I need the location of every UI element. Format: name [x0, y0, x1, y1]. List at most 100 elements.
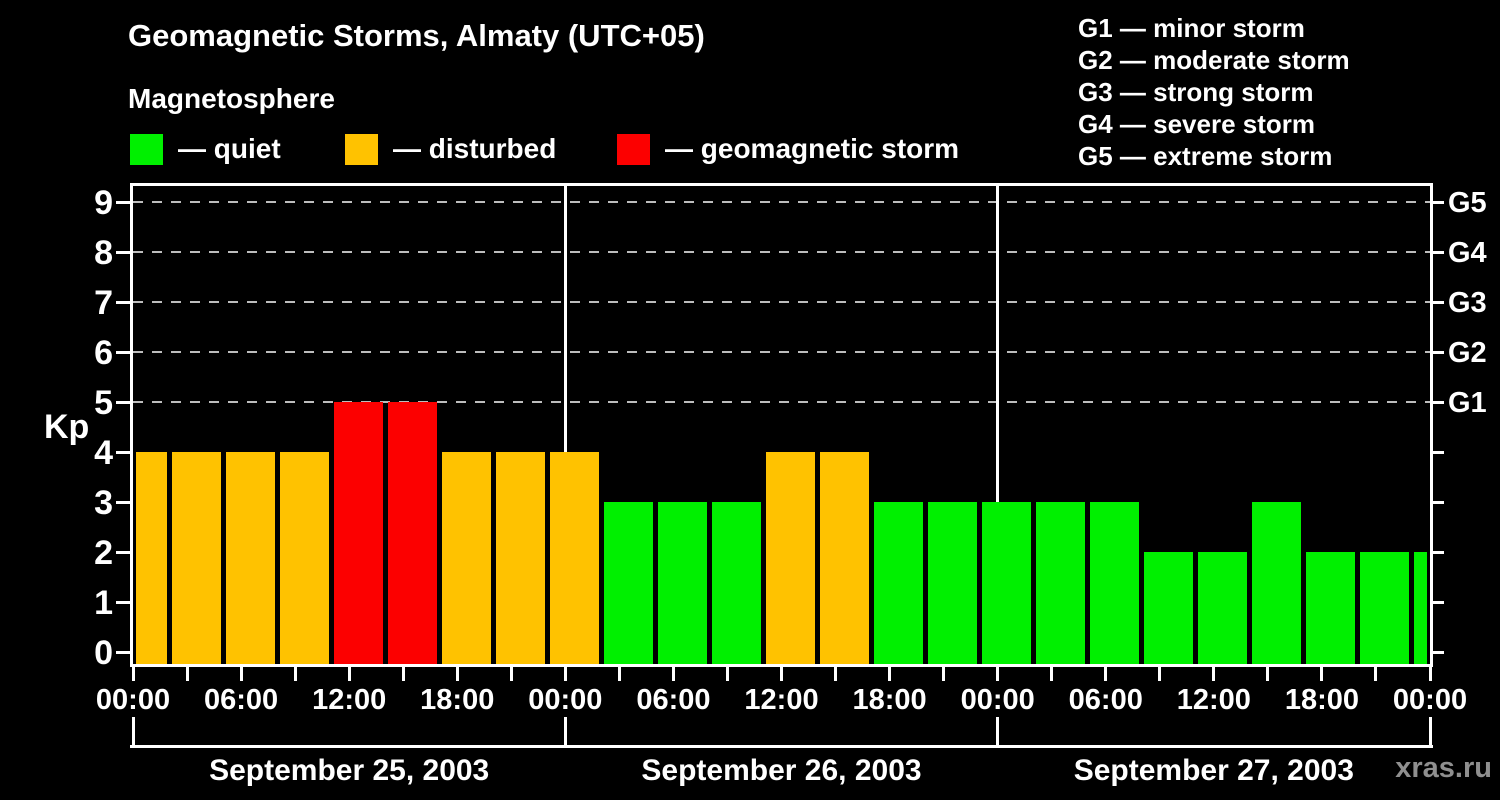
g-threshold-gridline: [133, 351, 1430, 353]
kp-bar: [333, 402, 383, 664]
kp-bar: [171, 452, 221, 664]
x-axis-tick: [239, 667, 243, 681]
g-scale-legend-g4: G4 — severe storm: [1078, 109, 1316, 139]
date-bracket-tick: [131, 717, 135, 745]
kp-bar: [1252, 502, 1302, 664]
kp-bar: [1144, 552, 1194, 664]
x-axis-tick: [563, 667, 567, 681]
date-bracket-tick: [996, 717, 1000, 745]
y-axis-label: 7: [94, 284, 113, 322]
kp-bar: [441, 452, 491, 664]
g-axis-label: G3: [1448, 287, 1487, 319]
y-axis-tick: [116, 301, 130, 304]
x-axis-tick: [1212, 667, 1216, 681]
kp-bar: [225, 452, 275, 664]
x-axis-tick: [1104, 667, 1108, 681]
x-axis-tick: [671, 667, 675, 681]
g-axis-label: G5: [1448, 187, 1487, 219]
legend-label-disturbed: — disturbed: [393, 133, 557, 164]
y-axis-title: Kp: [44, 408, 90, 446]
watermark: xras.ru: [1395, 752, 1492, 784]
kp-bar: [874, 502, 924, 664]
x-axis-tick: [1320, 667, 1324, 681]
y-axis-tick-right: [1433, 551, 1444, 554]
legend-item-disturbed: — disturbed: [345, 133, 556, 165]
g-scale-legend-g3: G3 — strong storm: [1078, 77, 1314, 107]
kp-bar: [1198, 552, 1248, 664]
x-axis-tick: [455, 667, 459, 681]
y-axis-tick-right: [1433, 201, 1444, 204]
x-axis-time-label: 18:00: [1284, 684, 1359, 716]
y-axis-tick: [116, 351, 130, 354]
g-axis-label: G2: [1448, 337, 1487, 369]
y-axis-tick: [116, 501, 130, 504]
x-axis-time-label: 12:00: [744, 684, 819, 716]
y-axis-tick: [116, 551, 130, 554]
y-axis-tick: [116, 651, 130, 654]
kp-bar: [765, 452, 816, 664]
kp-bar: [820, 452, 870, 664]
date-label: September 27, 2003: [1073, 754, 1354, 787]
kp-bar: [982, 502, 1032, 664]
y-axis-tick-right: [1433, 351, 1444, 354]
x-axis-time-label: 00:00: [95, 684, 171, 716]
x-axis-tick: [834, 667, 838, 681]
x-axis-tick: [942, 667, 946, 681]
legend-item-storm: — geomagnetic storm: [617, 133, 959, 165]
kp-bar: [711, 502, 761, 664]
legend-label-storm: — geomagnetic storm: [665, 133, 960, 164]
g-threshold-gridline: [133, 251, 1430, 253]
y-axis-label: 1: [94, 584, 113, 622]
kp-bar: [135, 452, 167, 664]
kp-bar: [1360, 552, 1410, 664]
legend-label-quiet: — quiet: [178, 133, 281, 164]
x-axis-tick: [888, 667, 892, 681]
x-axis-time-label: 12:00: [312, 684, 387, 716]
date-bracket-tick: [563, 717, 567, 745]
y-axis-label: 9: [94, 184, 113, 222]
quiet-color-swatch: [130, 133, 163, 165]
g-scale-legend-g1: G1 — minor storm: [1078, 13, 1305, 43]
y-axis-tick-right: [1433, 601, 1444, 604]
kp-bar: [387, 402, 437, 664]
y-axis-tick: [116, 601, 130, 604]
y-axis-tick: [116, 401, 130, 404]
date-label: September 26, 2003: [641, 754, 922, 787]
x-axis-tick: [509, 667, 513, 681]
g-axis-label: G4: [1448, 237, 1487, 269]
day-boundary-line: [563, 186, 567, 664]
date-bracket-line: [130, 745, 1433, 748]
y-axis-tick: [116, 201, 130, 204]
x-axis-tick: [1158, 667, 1162, 681]
g-scale-legend-g5: G5 — extreme storm: [1078, 141, 1333, 171]
x-axis-time-label: 06:00: [636, 684, 711, 716]
x-axis-tick: [1266, 667, 1270, 681]
kp-bar: [928, 502, 978, 664]
x-axis-tick: [131, 667, 135, 681]
kp-bar: [549, 452, 599, 664]
x-axis-tick: [293, 667, 297, 681]
x-axis-tick: [1428, 667, 1432, 681]
kp-bar: [1036, 502, 1086, 664]
x-axis-tick: [996, 667, 1000, 681]
chart-title: Geomagnetic Storms, Almaty (UTC+05): [128, 18, 705, 53]
x-axis-time-label: 00:00: [1392, 684, 1468, 716]
g-threshold-gridline: [133, 301, 1430, 303]
y-axis-label: 3: [94, 484, 113, 522]
y-axis-tick-right: [1433, 401, 1444, 404]
g-scale-legend-g2: G2 — moderate storm: [1078, 45, 1350, 75]
kp-bar: [279, 452, 329, 664]
kp-bar: [603, 502, 653, 664]
kp-bar: [495, 452, 545, 664]
x-axis-time-label: 06:00: [203, 684, 279, 716]
storm-color-swatch: [617, 133, 650, 165]
y-axis-tick-right: [1433, 651, 1444, 654]
x-axis-tick: [1050, 667, 1054, 681]
y-axis-tick-right: [1433, 301, 1444, 304]
x-axis-tick: [185, 667, 189, 681]
y-axis-label: 6: [94, 334, 113, 372]
legend-item-quiet: — quiet: [130, 133, 281, 165]
y-axis-label: 0: [94, 634, 113, 672]
g-threshold-gridline: [133, 201, 1430, 203]
